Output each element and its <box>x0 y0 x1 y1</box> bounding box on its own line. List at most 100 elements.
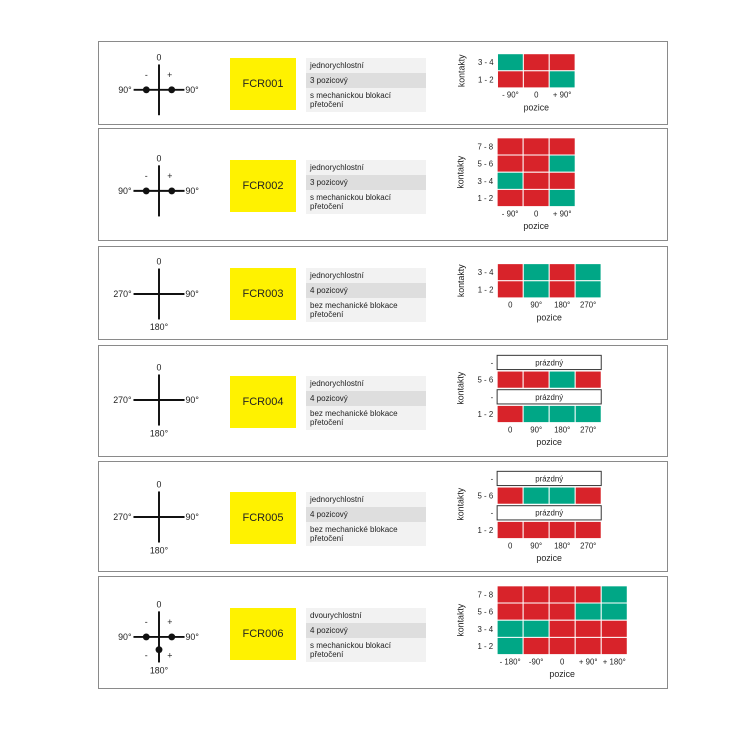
position-tick-label: 180° <box>554 301 570 310</box>
position-tick-label: + 90° <box>579 657 598 666</box>
contact-cell-open <box>548 404 576 424</box>
contact-label: 1 - 2 <box>478 526 494 535</box>
dial-label-left: 90° <box>118 85 131 95</box>
position-tick-label: 0 <box>508 301 513 310</box>
contact-cell-open <box>496 171 524 190</box>
dial-label-right: 90° <box>185 289 198 299</box>
dial-label-right: 90° <box>186 632 199 642</box>
empty-contact-row <box>496 389 602 405</box>
empty-contact-label: prázdný <box>535 393 563 402</box>
contact-cell-open <box>522 486 550 505</box>
position-tick-label: 180° <box>554 425 570 434</box>
contact-label: 1 - 2 <box>477 410 493 419</box>
position-tick-label: -90° <box>529 657 543 666</box>
contact-chart-svg: kontakty - prázdný 5 - 6 - prázdný 1 - 2 0 90° 18… <box>456 470 602 563</box>
contact-cell-open <box>548 486 576 505</box>
switch-code: FCR001 <box>230 58 296 110</box>
empty-contact-label: prázdný <box>535 474 563 483</box>
dial-label-left: 270° <box>113 289 131 299</box>
dial-stop-right <box>168 86 176 94</box>
chart-y-label: kontakty <box>456 603 466 636</box>
chart-y-label: kontakty <box>456 54 466 87</box>
switch-description: jednorychlostní 4 pozicový bez mechanické … <box>306 492 426 546</box>
switch-description: jednorychlostní 4 pozicový bez mechanické … <box>306 268 426 322</box>
contact-cell-closed <box>496 370 524 389</box>
contact-chart-svg: kontakty 7 - 8 5 - 6 3 - 4 1 - 2 - 90° 0 + 90° p… <box>456 137 576 231</box>
dial-plus-sign: + <box>167 171 172 181</box>
contact-cell-open <box>574 263 602 282</box>
dial-label-right: 90° <box>185 85 198 95</box>
switch-code: FCR004 <box>230 376 296 428</box>
chart-x-label: pozice <box>549 669 575 679</box>
contact-cell-open <box>574 602 602 621</box>
position-tick-label: + 90° <box>553 209 572 218</box>
chart-x-label: pozice <box>523 221 549 231</box>
position-tick-label: 270° <box>580 541 596 550</box>
description-speed: jednorychlostní <box>306 268 426 283</box>
position-dial: 0 270° 90° 180° <box>99 462 219 571</box>
dial-stop-left <box>142 633 150 641</box>
description-lock: s mechanickou blokací přetočení <box>306 88 426 112</box>
dial-label-left: 90° <box>118 632 131 642</box>
contact-cell-closed <box>496 263 524 282</box>
contact-label: - <box>491 393 494 402</box>
chart-x-label: pozice <box>536 553 562 563</box>
dial-plus-sign: + <box>167 617 172 627</box>
dial-plus-sign: + <box>167 70 172 80</box>
position-tick-label: 270° <box>580 301 596 310</box>
empty-contact-row <box>496 354 602 371</box>
position-tick-label: + 180° <box>603 657 626 666</box>
switch-description: jednorychlostní 4 pozicový bez mechanické … <box>306 376 426 430</box>
dial-label-top: 0 <box>157 599 162 609</box>
contact-chart-svg: kontakty 3 - 4 1 - 2 - 90° 0 + 90° pozice <box>456 53 576 112</box>
position-tick-label: 0 <box>560 657 565 666</box>
contact-label: - <box>491 358 494 367</box>
contact-cell-closed <box>496 154 524 173</box>
contact-label: 1 - 2 <box>478 285 494 294</box>
dial-bottom-minus-sign: - <box>145 651 148 661</box>
contact-label: 3 - 4 <box>477 625 493 634</box>
contact-cell-closed <box>600 619 628 638</box>
chart-y-label: kontakty <box>456 155 466 188</box>
switch-card-fcr003: 0 270° 90° 180° FCR003 jednorychlostní 4 pozic… <box>98 246 668 340</box>
contact-label: 7 - 8 <box>477 590 493 599</box>
dial-minus-sign: - <box>145 171 148 181</box>
contact-cell-closed <box>522 370 550 389</box>
contact-chart: kontakty - prázdný 5 - 6 - prázdný 1 - 2 0 90° 18… <box>454 346 664 456</box>
position-tick-label: 180° <box>554 541 570 550</box>
contact-cell-closed <box>600 636 628 656</box>
switch-code: FCR006 <box>230 608 296 660</box>
contact-cell-closed <box>522 188 550 208</box>
contact-label: 5 - 6 <box>477 376 493 385</box>
contact-cell-closed <box>522 53 550 72</box>
dial-label-top: 0 <box>157 480 162 490</box>
contact-cell-open <box>548 370 576 389</box>
description-positions: 4 pozicový <box>306 391 426 406</box>
switch-card-fcr001: 0 90° 90° - + FCR001 jednorychlostní 3 pozicový… <box>98 41 668 125</box>
description-speed: jednorychlostní <box>306 376 426 391</box>
dial-svg: 0 270° 90° 180° <box>113 480 199 556</box>
switch-card-fcr002: 0 90° 90° - + FCR002 jednorychlostní 3 pozicový… <box>98 128 668 241</box>
position-tick-label: - 90° <box>502 209 519 218</box>
switch-description: jednorychlostní 3 pozicový s mechanickou b… <box>306 160 426 214</box>
switch-code: FCR005 <box>230 492 296 544</box>
description-lock: s mechanickou blokací přetočení <box>306 638 426 662</box>
contact-cell-open <box>522 280 550 299</box>
position-dial: 0 90° 90° - + <box>99 129 219 240</box>
contact-cell-open <box>522 619 550 638</box>
contact-cell-closed <box>522 602 550 621</box>
contact-cell-open <box>522 404 550 424</box>
contact-cell-closed <box>522 585 550 604</box>
dial-svg: 0 270° 90° 180° <box>113 363 199 439</box>
contact-chart: kontakty - prázdný 5 - 6 - prázdný 1 - 2 0 90° 18… <box>454 462 664 571</box>
contact-cell-closed <box>548 520 576 540</box>
position-tick-label: 90° <box>530 425 542 434</box>
contact-cell-open <box>574 404 602 424</box>
contact-cell-closed <box>548 619 576 638</box>
position-tick-label: 0 <box>534 91 539 100</box>
dial-label-top: 0 <box>157 363 162 373</box>
dial-bottom-plus-sign: + <box>167 651 172 661</box>
contact-cell-closed <box>548 585 576 604</box>
switch-card-fcr004: 0 270° 90° 180° FCR004 jednorychlostní 4 pozic… <box>98 345 668 457</box>
contact-cell-open <box>574 280 602 299</box>
